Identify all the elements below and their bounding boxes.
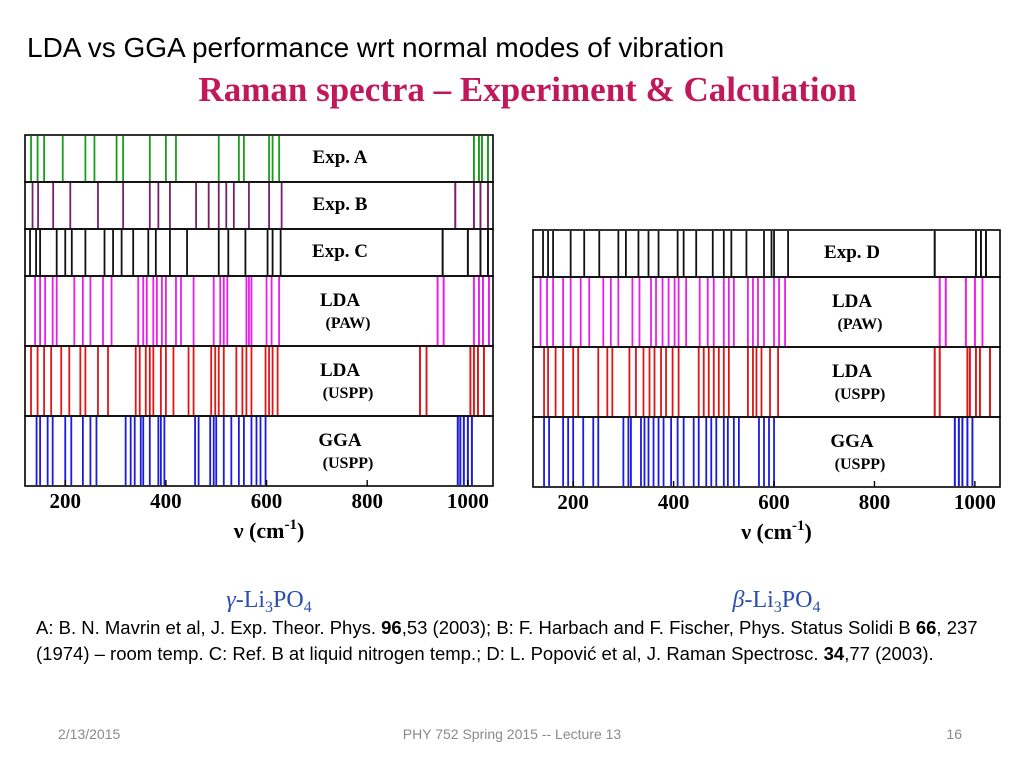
footer-course: PHY 752 Spring 2015 -- Lecture 13 [402,726,622,742]
reference-volume: 66 [915,617,937,638]
chart-caption: β-Li3PO4 [732,587,821,616]
panel-label: Exp. A [313,147,368,168]
panel-label: LDA [832,361,872,382]
x-tick-label: 200 [50,489,82,513]
label-background [800,418,925,486]
reference-text: ,77 (2003). [844,643,934,664]
x-tick-label: 1000 [447,489,489,513]
spectrum-chart-2: Exp. D LDA (PAW) LDA (USPP) GGA (USPP) 200 400 60… [532,229,1001,616]
panel-frame [24,345,494,417]
x-tick-label: 600 [251,489,283,513]
panel-label: LDA [320,360,360,381]
panel-sublabel: (USPP) [835,386,886,403]
x-tick-label: 1000 [954,490,996,514]
panel-label: Exp. B [313,194,368,215]
panel-sublabel: (PAW) [325,315,370,332]
panel-frame [24,415,494,487]
footer-date: 2/13/2015 [58,726,121,742]
label-background [295,277,418,345]
spectrum-panel: Exp. D [532,229,1001,278]
spectrum-chart-1: Exp. A Exp. B Exp. C LDA (PAW) LDA (USPP) GGA (U… [24,134,494,616]
x-tick-label: 200 [557,490,589,514]
chart-caption: γ-Li3PO4 [226,587,311,616]
x-tick-label: 800 [351,489,383,513]
footer-page-number: 16 [946,726,962,742]
spectrum-panel: Exp. B [24,181,494,230]
panel-frame [532,346,1001,418]
panel-label: GGA [830,431,874,452]
label-background [800,278,925,346]
label-background [800,348,925,416]
panel-sublabel: (PAW) [837,316,882,333]
panel-frame [24,181,494,230]
panel-label: LDA [832,291,872,312]
x-tick-label: 400 [150,489,182,513]
reference-text: , 237 (1974) – room temp. C: Ref. B at l… [36,617,978,664]
spectrum-panel: LDA (USPP) [24,345,494,417]
label-background [295,347,418,415]
reference-text: ,53 (2003); B: F. Harbach and F. Fischer… [401,617,916,638]
panel-label: GGA [318,430,362,451]
panel-sublabel: (USPP) [323,385,374,402]
slide-subtitle: Raman spectra – Experiment & Calculation [198,70,857,109]
panel-label: Exp. D [824,242,880,263]
spectrum-panel: LDA (USPP) [532,346,1001,418]
spectrum-panel: Exp. A [24,134,494,183]
panel-frame [532,229,1001,278]
references: A: B. N. Mavrin et al, J. Exp. Theor. Ph… [36,615,986,667]
label-background [295,417,418,485]
x-tick-label: 400 [658,490,690,514]
reference-text: A: B. N. Mavrin et al, J. Exp. Theor. Ph… [36,617,382,638]
label-background [295,183,418,228]
panel-sublabel: (USPP) [835,456,886,473]
x-tick-label: 800 [859,490,891,514]
panel-label: LDA [320,290,360,311]
x-axis-label: ν (cm-1) [233,517,305,543]
slide-title: LDA vs GGA performance wrt normal modes … [27,32,725,63]
label-background [295,230,418,275]
spectrum-panel: Exp. C [24,228,494,277]
label-background [295,136,418,181]
spectrum-panel: GGA (USPP) [532,416,1001,488]
panel-label: Exp. C [312,241,368,262]
spectrum-panel: LDA (PAW) [24,275,494,347]
reference-volume: 96 [381,617,402,638]
label-background [800,231,925,276]
reference-volume: 34 [823,643,845,664]
x-axis-label: ν (cm-1) [740,518,812,544]
panel-frame [24,275,494,347]
panel-frame [24,228,494,277]
spectrum-panel: LDA (PAW) [532,276,1001,348]
panel-sublabel: (USPP) [323,455,374,472]
spectrum-panel: GGA (USPP) [24,415,494,487]
panel-frame [532,416,1001,488]
x-tick-label: 600 [758,490,790,514]
